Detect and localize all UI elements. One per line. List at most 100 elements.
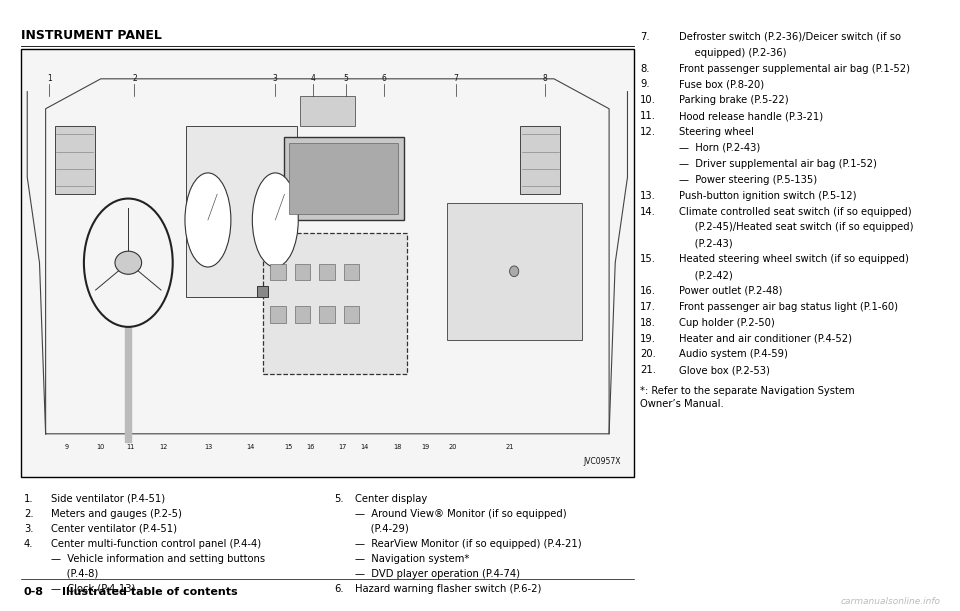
- Text: 9: 9: [64, 444, 68, 450]
- Text: —  Navigation system*: — Navigation system*: [355, 554, 469, 563]
- Text: 14.: 14.: [640, 207, 657, 216]
- Text: Cup holder (P.2-50): Cup holder (P.2-50): [679, 318, 775, 327]
- Text: 0-8: 0-8: [24, 587, 44, 596]
- Text: Illustrated table of contents: Illustrated table of contents: [62, 587, 238, 596]
- Bar: [55, 126, 95, 194]
- Text: 11.: 11.: [640, 111, 657, 121]
- Text: 5.: 5.: [334, 494, 344, 503]
- Bar: [289, 143, 398, 214]
- Text: Heated steering wheel switch (if so equipped): Heated steering wheel switch (if so equi…: [679, 254, 908, 264]
- Text: Side ventilator (P.4-51): Side ventilator (P.4-51): [51, 494, 165, 503]
- Text: —  Driver supplemental air bag (P.1-52): — Driver supplemental air bag (P.1-52): [679, 159, 876, 169]
- Text: Front passenger supplemental air bag (P.1-52): Front passenger supplemental air bag (P.…: [679, 64, 910, 73]
- Text: —  Clock (P.4-13): — Clock (P.4-13): [51, 584, 135, 593]
- Text: 7: 7: [453, 75, 459, 83]
- Text: 2.: 2.: [24, 508, 34, 519]
- Text: 21: 21: [505, 444, 514, 450]
- Text: 18: 18: [394, 444, 402, 450]
- Text: —  DVD player operation (P.4-74): — DVD player operation (P.4-74): [355, 568, 520, 579]
- Text: Heater and air conditioner (P.4-52): Heater and air conditioner (P.4-52): [679, 334, 852, 343]
- Text: Parking brake (P.5-22): Parking brake (P.5-22): [679, 95, 788, 105]
- Ellipse shape: [252, 173, 299, 267]
- Text: 8.: 8.: [640, 64, 650, 73]
- Text: Fuse box (P.8-20): Fuse box (P.8-20): [679, 79, 764, 89]
- Text: 20.: 20.: [640, 349, 657, 359]
- Text: Audio system (P.4-59): Audio system (P.4-59): [679, 349, 787, 359]
- Text: 13: 13: [204, 444, 212, 450]
- Text: 8: 8: [542, 75, 547, 83]
- Text: 4.: 4.: [24, 539, 34, 549]
- Text: 18.: 18.: [640, 318, 657, 327]
- Bar: [284, 136, 404, 220]
- Bar: [295, 306, 310, 323]
- Ellipse shape: [510, 266, 518, 277]
- Text: 19.: 19.: [640, 334, 657, 343]
- Text: Center display: Center display: [355, 494, 427, 503]
- Text: Power outlet (P.2-48): Power outlet (P.2-48): [679, 286, 782, 296]
- Text: 12.: 12.: [640, 127, 657, 137]
- Text: —  Power steering (P.5-135): — Power steering (P.5-135): [679, 175, 817, 185]
- Text: Center multi-function control panel (P.4-4): Center multi-function control panel (P.4…: [51, 539, 261, 549]
- Text: 13.: 13.: [640, 191, 657, 200]
- Text: 20: 20: [448, 444, 457, 450]
- Text: —  Horn (P.2-43): — Horn (P.2-43): [679, 143, 760, 153]
- Text: 9.: 9.: [640, 79, 650, 89]
- Text: Front passenger air bag status light (P.1-60): Front passenger air bag status light (P.…: [679, 302, 898, 312]
- Text: 15.: 15.: [640, 254, 657, 264]
- Bar: [263, 233, 407, 374]
- Text: 16.: 16.: [640, 286, 657, 296]
- Text: 12: 12: [159, 444, 167, 450]
- Text: Defroster switch (P.2-36)/Deicer switch (if so: Defroster switch (P.2-36)/Deicer switch …: [679, 32, 900, 42]
- Polygon shape: [125, 327, 132, 442]
- Ellipse shape: [185, 173, 231, 267]
- Text: 16: 16: [306, 444, 314, 450]
- Text: 7.: 7.: [640, 32, 650, 42]
- Text: 3.: 3.: [24, 524, 34, 533]
- Text: Push-button ignition switch (P.5-12): Push-button ignition switch (P.5-12): [679, 191, 856, 200]
- Bar: [300, 96, 355, 126]
- Text: 17.: 17.: [640, 302, 657, 312]
- Text: 4: 4: [310, 75, 315, 83]
- Text: Glove box (P.2-53): Glove box (P.2-53): [679, 365, 770, 375]
- Text: (P.4-8): (P.4-8): [51, 568, 98, 579]
- Text: —  RearView Monitor (if so equipped) (P.4-21): — RearView Monitor (if so equipped) (P.4…: [355, 539, 582, 549]
- Text: 21.: 21.: [640, 365, 657, 375]
- Text: *: Refer to the separate Navigation System
Owner’s Manual.: *: Refer to the separate Navigation Syst…: [640, 386, 855, 409]
- Bar: [520, 126, 560, 194]
- Bar: [344, 306, 359, 323]
- Text: 10.: 10.: [640, 95, 657, 105]
- Text: —  Vehicle information and setting buttons: — Vehicle information and setting button…: [51, 554, 265, 563]
- Bar: [295, 263, 310, 280]
- Text: 17: 17: [339, 444, 347, 450]
- Bar: [344, 263, 359, 280]
- Text: Steering wheel: Steering wheel: [679, 127, 754, 137]
- Text: —  Around View® Monitor (if so equipped): — Around View® Monitor (if so equipped): [355, 508, 566, 519]
- Bar: [446, 203, 582, 340]
- Bar: [186, 126, 297, 297]
- Bar: [271, 263, 286, 280]
- Bar: [21, 49, 634, 477]
- Text: carmanualsonline.info: carmanualsonline.info: [841, 597, 941, 606]
- Bar: [257, 286, 268, 297]
- Text: Meters and gauges (P.2-5): Meters and gauges (P.2-5): [51, 508, 181, 519]
- Text: 14: 14: [361, 444, 369, 450]
- Text: 1.: 1.: [24, 494, 34, 503]
- Text: 19: 19: [421, 444, 429, 450]
- Text: Hood release handle (P.3-21): Hood release handle (P.3-21): [679, 111, 823, 121]
- Bar: [320, 306, 335, 323]
- Text: Center ventilator (P.4-51): Center ventilator (P.4-51): [51, 524, 177, 533]
- Text: 6: 6: [381, 75, 386, 83]
- Text: 6.: 6.: [334, 584, 344, 593]
- Text: 5: 5: [344, 75, 348, 83]
- Text: 14: 14: [247, 444, 255, 450]
- Text: (P.2-45)/Heated seat switch (if so equipped): (P.2-45)/Heated seat switch (if so equip…: [679, 222, 913, 232]
- Bar: [320, 263, 335, 280]
- Text: 15: 15: [284, 444, 293, 450]
- Text: Climate controlled seat switch (if so equipped): Climate controlled seat switch (if so eq…: [679, 207, 911, 216]
- Text: 10: 10: [97, 444, 105, 450]
- Text: 1: 1: [47, 75, 52, 83]
- Text: 2: 2: [132, 75, 137, 83]
- Text: INSTRUMENT PANEL: INSTRUMENT PANEL: [21, 29, 162, 42]
- Text: Hazard warning flasher switch (P.6-2): Hazard warning flasher switch (P.6-2): [355, 584, 541, 593]
- Ellipse shape: [115, 251, 142, 274]
